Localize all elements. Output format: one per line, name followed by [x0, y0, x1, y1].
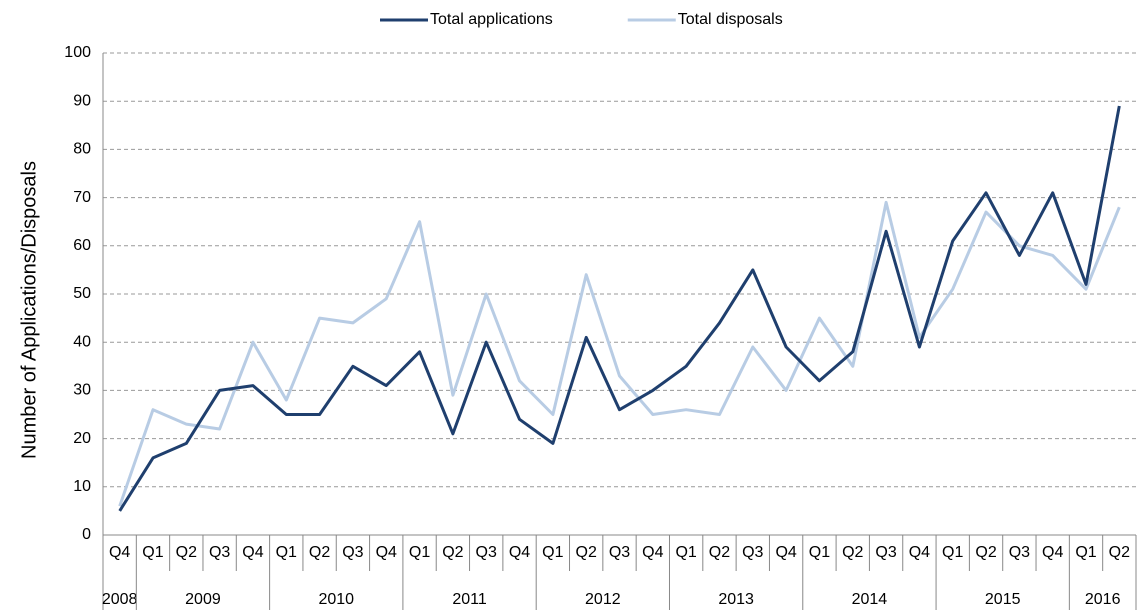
y-tick-label: 20 [73, 430, 91, 447]
series-line [118, 105, 1121, 512]
x-tick-label: Q1 [809, 544, 830, 561]
x-tick-label: Q4 [775, 544, 796, 561]
x-tick-label: Q2 [576, 544, 597, 561]
legend-label: Total disposals [678, 11, 783, 28]
x-group-label: 2014 [852, 591, 888, 608]
x-tick-label: Q2 [975, 544, 996, 561]
x-tick-label: Q4 [909, 544, 930, 561]
x-tick-label: Q3 [609, 544, 630, 561]
y-tick-label: 70 [73, 189, 91, 206]
x-tick-label: Q4 [1042, 544, 1063, 561]
y-tick-label: 60 [73, 237, 91, 254]
x-group-label: 2011 [452, 591, 487, 608]
x-tick-label: Q2 [1109, 544, 1130, 561]
y-tick-label: 40 [73, 333, 91, 350]
x-tick-label: Q3 [742, 544, 763, 561]
x-tick-label: Q2 [309, 544, 330, 561]
x-tick-label: Q2 [842, 544, 863, 561]
x-tick-label: Q4 [109, 544, 130, 561]
y-tick-label: 80 [73, 141, 91, 158]
y-tick-label: 100 [64, 44, 91, 61]
y-tick-label: 10 [73, 478, 91, 495]
x-group-label: 2009 [185, 591, 221, 608]
x-tick-label: Q3 [209, 544, 230, 561]
x-group-label: 2008 [102, 591, 138, 608]
y-axis-label: Number of Applications/Disposals [18, 161, 40, 459]
x-group-label: 2013 [718, 591, 754, 608]
x-tick-label: Q4 [242, 544, 263, 561]
x-tick-label: Q2 [709, 544, 730, 561]
x-tick-label: Q1 [1075, 544, 1096, 561]
x-tick-label: Q3 [476, 544, 497, 561]
x-tick-label: Q2 [442, 544, 463, 561]
x-group-label: 2016 [1085, 591, 1121, 608]
x-tick-label: Q4 [642, 544, 663, 561]
x-group-label: 2010 [318, 591, 354, 608]
x-tick-label: Q1 [675, 544, 696, 561]
x-tick-label: Q1 [942, 544, 963, 561]
series-line [118, 200, 1121, 507]
y-tick-label: 0 [82, 526, 91, 543]
y-tick-label: 50 [73, 285, 91, 302]
x-tick-label: Q1 [142, 544, 163, 561]
x-tick-label: Q3 [1009, 544, 1030, 561]
x-tick-label: Q1 [276, 544, 297, 561]
y-tick-label: 90 [73, 92, 91, 109]
x-tick-label: Q4 [509, 544, 530, 561]
x-tick-label: Q2 [176, 544, 197, 561]
x-tick-label: Q3 [342, 544, 363, 561]
x-group-label: 2015 [985, 591, 1021, 608]
y-tick-label: 30 [73, 382, 91, 399]
x-tick-label: Q4 [376, 544, 397, 561]
x-tick-label: Q1 [542, 544, 563, 561]
x-tick-label: Q3 [875, 544, 896, 561]
legend-label: Total applications [430, 11, 553, 28]
x-tick-label: Q1 [409, 544, 430, 561]
x-group-label: 2012 [585, 591, 621, 608]
